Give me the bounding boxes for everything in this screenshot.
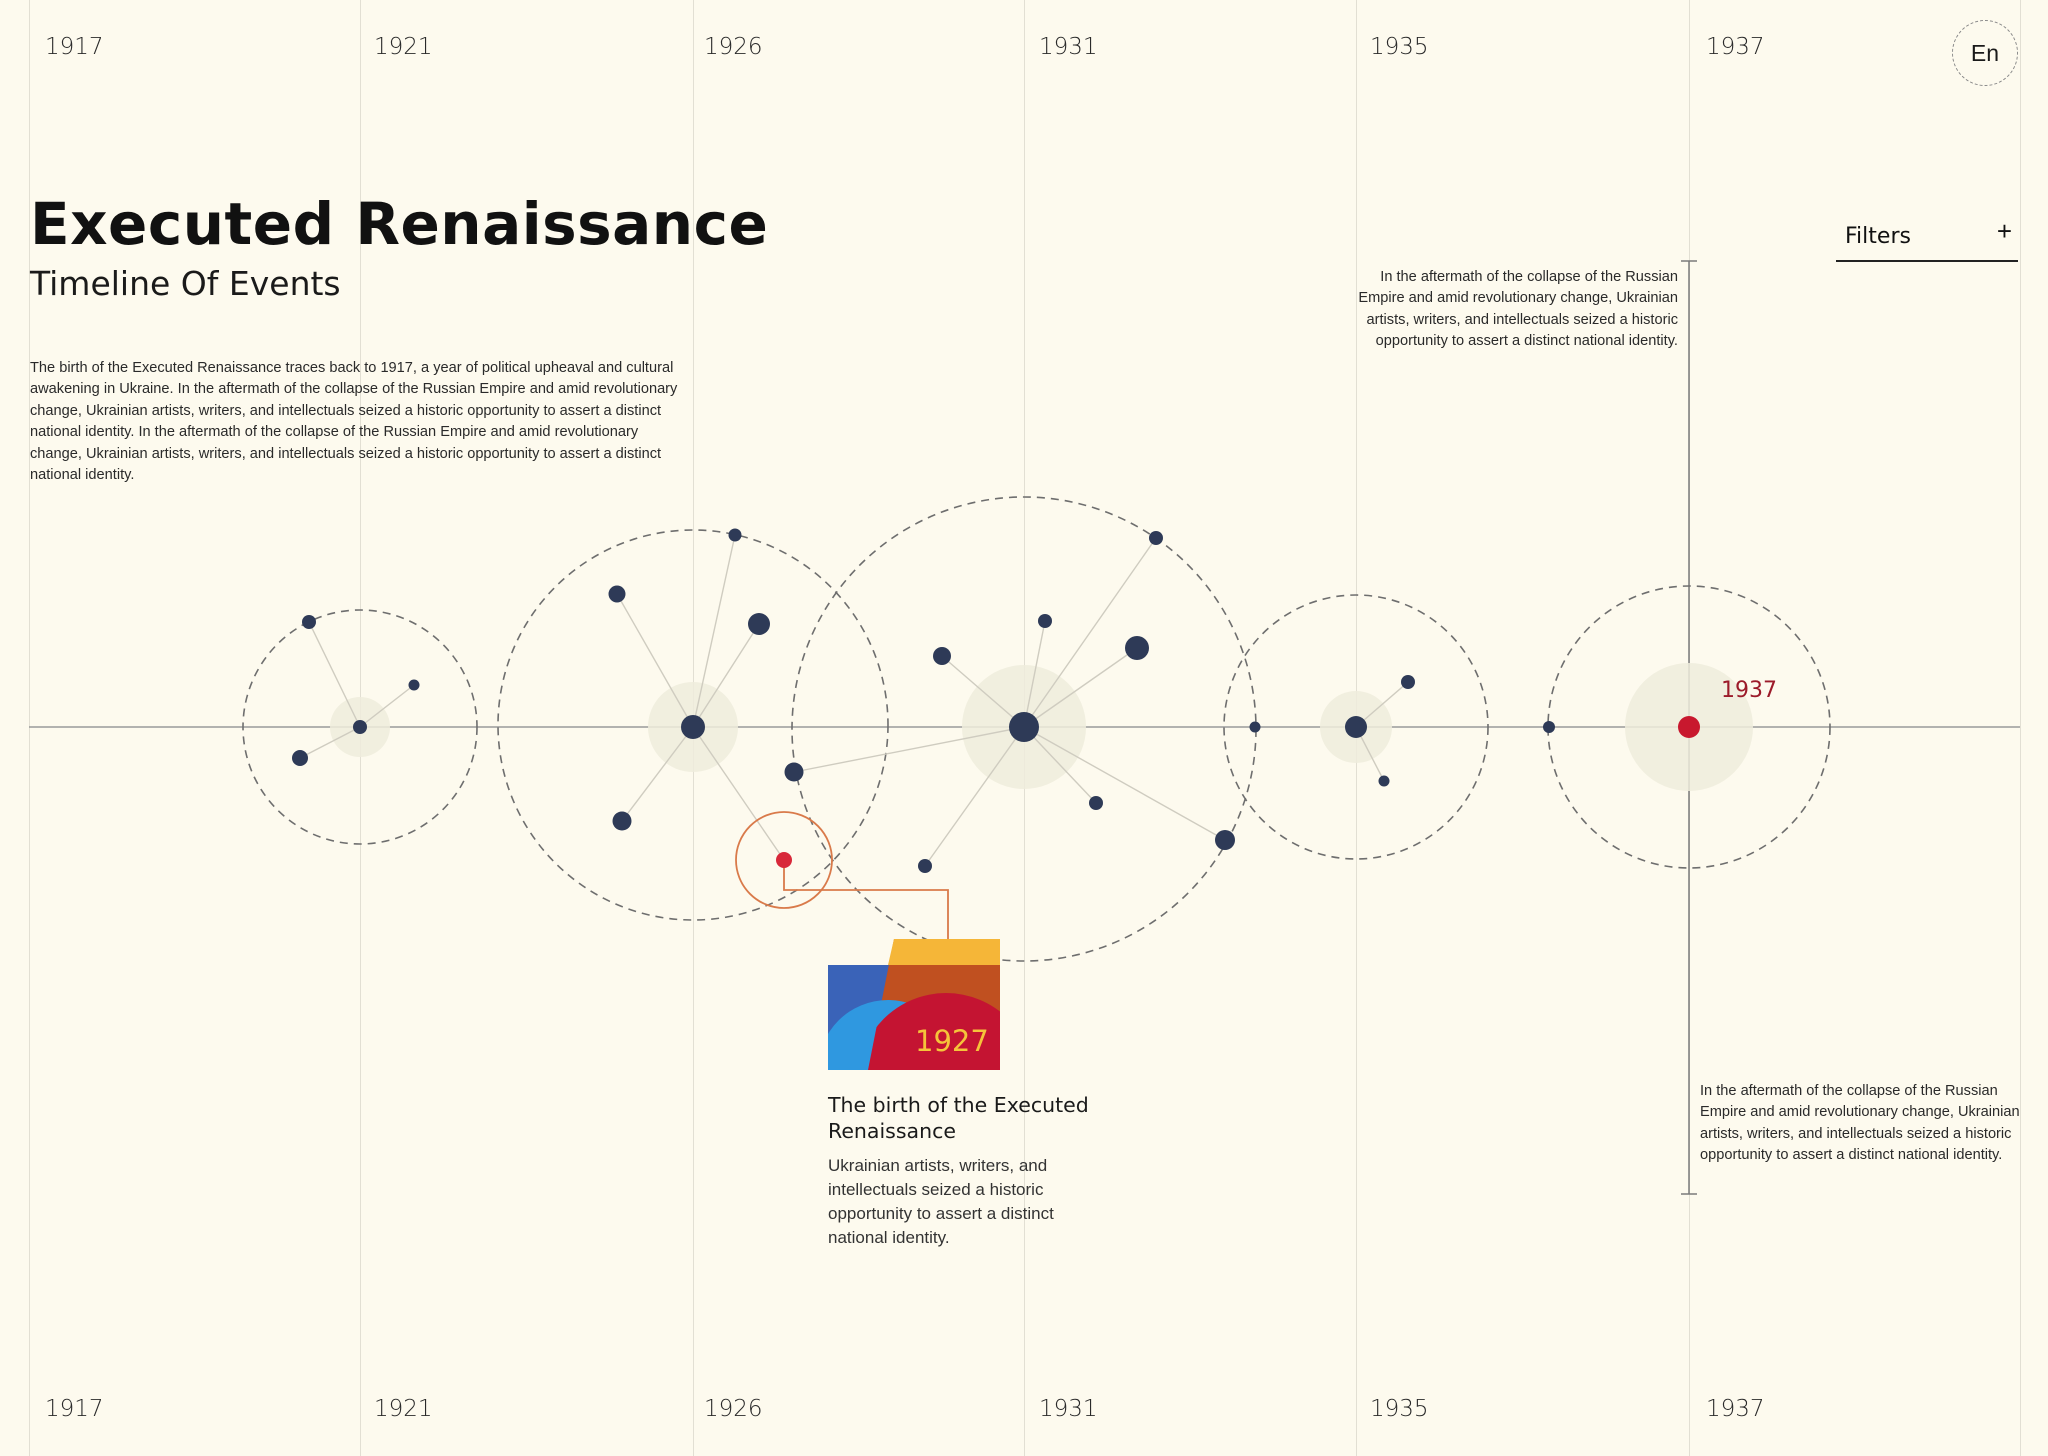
year-bottom-1926[interactable]: 1926: [704, 1396, 763, 1422]
event-title[interactable]: The birth of the Executed Renaissance: [828, 1093, 1089, 1143]
side-text-top: In the aftermath of the collapse of the …: [1358, 269, 1678, 350]
node: [1149, 531, 1163, 545]
event-description: Ukrainian artists, writers, and intellec…: [828, 1156, 1054, 1247]
node: [1249, 721, 1261, 733]
intro-text: The birth of the Executed Renaissance tr…: [30, 360, 678, 484]
side-text-bottom: In the aftermath of the collapse of the …: [1700, 1083, 2020, 1164]
year-top-1937[interactable]: 1937: [1706, 34, 1765, 60]
year-top-1917[interactable]: 1917: [45, 34, 104, 60]
node: [302, 615, 316, 629]
cluster-circle-1921: [242, 609, 478, 845]
year-top-1921[interactable]: 1921: [374, 34, 433, 60]
node-1937-active: [1678, 716, 1700, 738]
year-bottom-1935[interactable]: 1935: [1370, 1396, 1429, 1422]
year-bottom-1937[interactable]: 1937: [1706, 1396, 1765, 1422]
node: [408, 679, 420, 691]
year-top-1931[interactable]: 1931: [1039, 34, 1098, 60]
filters-label: Filters: [1845, 224, 1911, 249]
selected-event-ring: [735, 811, 833, 909]
node: [1038, 614, 1052, 628]
plus-icon: +: [1996, 216, 2012, 246]
year-top-1926[interactable]: 1926: [704, 34, 763, 60]
filters-button[interactable]: Filters +: [1836, 214, 2018, 262]
node-1935: [1345, 716, 1367, 738]
node: [1543, 721, 1555, 733]
node: [292, 750, 308, 766]
node-1921: [353, 720, 367, 734]
event-thumbnail[interactable]: 1927: [828, 939, 1000, 1070]
gridline-1917: [29, 0, 30, 1456]
node: [748, 613, 770, 635]
year-bottom-1921[interactable]: 1921: [374, 1396, 433, 1422]
cluster-circle-1935: [1223, 594, 1489, 860]
cluster-circle-1937: [1547, 585, 1831, 869]
active-year-label: 1937: [1721, 678, 1777, 703]
selected-event-connector: [783, 860, 949, 939]
year-top-1935[interactable]: 1935: [1370, 34, 1429, 60]
node: [608, 585, 626, 603]
page-subtitle: Timeline Of Events: [30, 264, 341, 303]
page-title: Executed Renaissance: [30, 190, 769, 258]
selected-event-node: [776, 852, 792, 868]
node: [728, 528, 742, 542]
gridline-right: [2020, 0, 2021, 1456]
cluster-circle-1926: [497, 529, 889, 921]
event-thumbnail-art: [828, 939, 1000, 1070]
event-thumbnail-year: 1927: [915, 1024, 989, 1058]
node: [1089, 796, 1103, 810]
node: [918, 859, 932, 873]
node: [612, 811, 632, 831]
language-switch-button[interactable]: En: [1952, 20, 2018, 86]
node: [1215, 830, 1235, 850]
node-1926: [681, 715, 705, 739]
node: [1401, 675, 1415, 689]
node: [933, 647, 951, 665]
node-1931: [1009, 712, 1039, 742]
node: [1378, 775, 1390, 787]
node: [1125, 636, 1149, 660]
node: [784, 762, 804, 782]
event-card: The birth of the Executed Renaissance Uk…: [828, 1092, 1118, 1250]
year-bottom-1931[interactable]: 1931: [1039, 1396, 1098, 1422]
year-bottom-1917[interactable]: 1917: [45, 1396, 104, 1422]
